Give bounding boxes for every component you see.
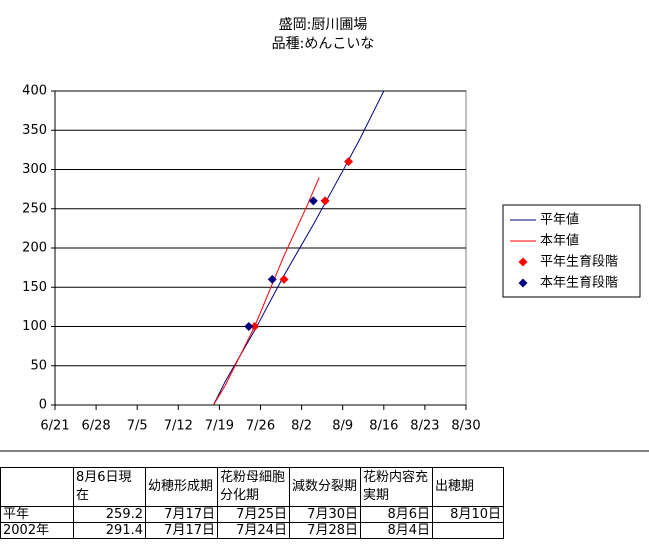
y-tick-label: 400 xyxy=(22,84,47,99)
table-row: 平年 259.2 7月17日 7月25日 7月30日 8月6日 8月10日 xyxy=(0,506,504,523)
chart: 盛岡:厨川圃場 品種:めんこいな 0 50 100 150 200 250 300 350 40… xyxy=(0,17,649,452)
table-cell: 7月30日 xyxy=(289,506,361,523)
marker xyxy=(344,157,354,167)
table-cell: 8月10日 xyxy=(432,506,504,523)
y-tick-label: 350 xyxy=(22,123,47,138)
marker xyxy=(279,274,289,284)
legend-label: 平年生育段階 xyxy=(540,254,618,270)
table-cell: 7月25日 xyxy=(217,506,290,523)
table-row: 2002年 291.4 7月17日 7月24日 7月28日 8月4日 xyxy=(0,522,504,539)
y-tick-label: 0 xyxy=(39,398,47,413)
y-tick-label: 150 xyxy=(22,280,47,295)
y-tick-label: 300 xyxy=(22,162,47,177)
table-cell: 出穂期 xyxy=(432,467,504,507)
table-cell: 花粉母細胞分化期 xyxy=(217,467,290,507)
table-cell: 291.4 xyxy=(73,522,146,539)
x-tick-label: 8/2 xyxy=(291,419,312,434)
y-tick-label: 200 xyxy=(22,241,47,256)
legend-label: 本年生育段階 xyxy=(540,275,618,291)
legend-label: 本年値 xyxy=(540,233,579,249)
marker xyxy=(267,274,277,284)
table-cell xyxy=(432,522,504,539)
table-cell: 減数分裂期 xyxy=(289,467,361,507)
x-tick-label: 8/16 xyxy=(369,419,398,434)
table-cell: 花粉内容充実期 xyxy=(360,467,433,507)
data-table: 8月6日現在 幼穂形成期 花粉母細胞分化期 減数分裂期 花粉内容充実期 出穂期 平年 259.… xyxy=(0,467,504,539)
table-cell: 2002年 xyxy=(0,522,74,539)
table-cell: 平年 xyxy=(0,506,74,523)
table-cell: 259.2 xyxy=(73,506,146,523)
chart-title: 盛岡:厨川圃場 xyxy=(279,17,368,33)
marker xyxy=(244,322,254,331)
x-tick-label: 7/19 xyxy=(205,419,234,434)
x-tick-label: 8/9 xyxy=(332,419,353,434)
y-tick-label: 100 xyxy=(22,319,47,334)
x-tick-label: 7/5 xyxy=(127,419,148,434)
table-cell: 7月17日 xyxy=(145,522,218,539)
table-cell: 幼穂形成期 xyxy=(145,467,218,507)
table-cell: 8月6日 xyxy=(360,506,433,523)
table-cell xyxy=(0,467,74,507)
table-cell: 8月6日現在 xyxy=(73,467,146,507)
y-tick-label: 50 xyxy=(30,358,47,373)
chart-subtitle: 品種:めんこいな xyxy=(272,36,375,52)
marker xyxy=(250,322,260,331)
x-tick-label: 6/21 xyxy=(40,419,69,434)
x-tick-label: 7/26 xyxy=(246,419,275,434)
x-tick-label: 6/28 xyxy=(81,419,110,434)
line-series xyxy=(213,177,320,406)
x-tick-label: 7/12 xyxy=(164,419,193,434)
y-tick-label: 250 xyxy=(22,201,47,216)
table-cell: 7月24日 xyxy=(217,522,290,539)
marker xyxy=(308,196,318,206)
x-tick-label: 8/30 xyxy=(451,419,480,434)
table-cell: 7月28日 xyxy=(289,522,361,539)
line-series xyxy=(213,90,385,406)
x-tick-label: 8/23 xyxy=(410,419,439,434)
legend-swatch xyxy=(518,278,528,288)
table-row: 8月6日現在 幼穂形成期 花粉母細胞分化期 減数分裂期 花粉内容充実期 出穂期 xyxy=(0,467,504,507)
table-cell: 7月17日 xyxy=(145,506,218,523)
legend-label: 平年値 xyxy=(540,212,579,228)
marker xyxy=(320,196,330,206)
table-cell: 8月4日 xyxy=(360,522,433,539)
legend-swatch xyxy=(518,257,528,267)
